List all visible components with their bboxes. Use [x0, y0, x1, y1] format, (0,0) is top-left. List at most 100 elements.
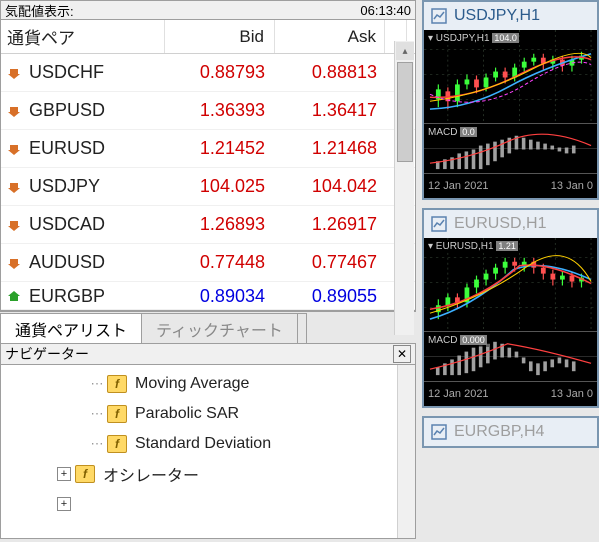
market-watch-row[interactable]: EURUSD1.214521.21468	[1, 130, 415, 168]
expand-icon[interactable]: +	[57, 497, 71, 511]
market-watch-row[interactable]: USDCHF0.887930.88813	[1, 54, 415, 92]
tab-divider	[297, 313, 307, 343]
header-bid[interactable]: Bid	[165, 20, 275, 53]
tree-item[interactable]: ⋯f Moving Average	[1, 369, 415, 399]
chart-indicator-pane[interactable]: MACD 0.0	[424, 124, 597, 174]
navigator-titlebar: ナビゲーター ✕	[0, 343, 416, 365]
pair-symbol: AUDUSD	[29, 252, 165, 273]
tab-tick-chart[interactable]: ティックチャート	[141, 313, 298, 343]
chart-titlebar[interactable]: USDJPY,H1	[424, 2, 597, 30]
pair-symbol: EURGBP	[29, 286, 165, 307]
arrow-up-icon	[5, 286, 23, 304]
time-left: 12 Jan 2021	[428, 388, 489, 400]
tree-line-icon: ⋯	[87, 406, 107, 422]
tree-line-icon: ⋯	[87, 436, 107, 452]
scroll-thumb[interactable]	[397, 62, 413, 162]
chart-main-pane[interactable]: ▾ EURUSD,H1 1.21	[424, 238, 597, 332]
tree-item[interactable]: ⋯f Standard Deviation	[1, 429, 415, 459]
ask-price: 0.88813	[275, 62, 385, 83]
market-watch-tabs: 通貨ペアリスト ティックチャート	[0, 311, 416, 343]
arrow-down-icon	[5, 178, 23, 196]
arrow-down-icon	[5, 254, 23, 272]
arrow-down-icon	[5, 216, 23, 234]
navigator-title: ナビゲーター	[5, 344, 393, 364]
ask-price: 0.77467	[275, 252, 385, 273]
market-watch-scrollbar[interactable]: ▴	[394, 41, 414, 335]
chart-main-pane[interactable]: ▾ USDJPY,H1 104.0	[424, 30, 597, 124]
tree-item-label: Moving Average	[135, 375, 249, 393]
time-right: 13 Jan 0	[551, 388, 593, 400]
arrow-down-icon	[5, 140, 23, 158]
header-ask[interactable]: Ask	[275, 20, 385, 53]
chart-indicator-pane[interactable]: MACD 0.000	[424, 332, 597, 382]
expand-icon[interactable]: +	[57, 467, 71, 481]
indicator-icon: f	[107, 435, 127, 453]
ask-price: 1.21468	[275, 138, 385, 159]
chart-window[interactable]: EURGBP,H4	[422, 416, 599, 448]
chart-title: EURGBP,H4	[454, 423, 544, 441]
ask-price: 0.89055	[275, 286, 385, 307]
chart-pair-label: ▾ EURUSD,H1 1.21	[426, 240, 520, 253]
chart-timeline: 12 Jan 2021 13 Jan 0	[424, 382, 597, 406]
chart-macd-label: MACD 0.000	[426, 334, 489, 347]
tree-item[interactable]: +	[1, 489, 415, 519]
pair-symbol: GBPUSD	[29, 100, 165, 121]
market-watch-time: 06:13:40	[360, 3, 411, 18]
close-icon[interactable]: ✕	[393, 345, 411, 363]
bid-price: 1.36393	[165, 100, 275, 121]
chart-body[interactable]: ▾ EURUSD,H1 1.21 MACD 0.000 12 Jan 2021 …	[424, 238, 597, 406]
market-watch-row[interactable]: GBPUSD1.363931.36417	[1, 92, 415, 130]
tree-item[interactable]: ⋯f Parabolic SAR	[1, 399, 415, 429]
chart-macd-label: MACD 0.0	[426, 126, 479, 139]
chart-icon	[430, 7, 448, 25]
chart-title: USDJPY,H1	[454, 7, 540, 25]
indicator-icon: f	[107, 375, 127, 393]
tab-pair-list[interactable]: 通貨ペアリスト	[0, 313, 142, 343]
time-right: 13 Jan 0	[551, 180, 593, 192]
tree-item-label: Parabolic SAR	[135, 405, 239, 423]
market-watch-titlebar: 気配値表示: 06:13:40	[0, 0, 416, 20]
market-watch-title: 気配値表示:	[5, 1, 356, 20]
header-pair[interactable]: 通貨ペア	[1, 20, 165, 53]
market-watch-row[interactable]: EURGBP0.890340.89055	[1, 282, 415, 310]
chart-window[interactable]: EURUSD,H1 ▾ EURUSD,H1 1.21 MACD 0.000 12…	[422, 208, 599, 408]
navigator-scrollbar[interactable]	[397, 365, 415, 538]
chart-title: EURUSD,H1	[454, 215, 546, 233]
chart-titlebar[interactable]: EURGBP,H4	[424, 418, 597, 446]
bid-price: 1.21452	[165, 138, 275, 159]
chart-titlebar[interactable]: EURUSD,H1	[424, 210, 597, 238]
scroll-up-icon[interactable]: ▴	[396, 42, 414, 60]
tree-item-label: Standard Deviation	[135, 435, 271, 453]
bid-price: 0.77448	[165, 252, 275, 273]
tree-line-icon: ⋯	[87, 376, 107, 392]
pair-symbol: USDJPY	[29, 176, 165, 197]
bid-price: 1.26893	[165, 214, 275, 235]
time-left: 12 Jan 2021	[428, 180, 489, 192]
indicator-icon: f	[75, 465, 95, 483]
ask-price: 1.36417	[275, 100, 385, 121]
ask-price: 1.26917	[275, 214, 385, 235]
chart-body[interactable]: ▾ USDJPY,H1 104.0 MACD 0.0 12 Jan 2021 1…	[424, 30, 597, 198]
indicator-icon: f	[107, 405, 127, 423]
bid-price: 0.88793	[165, 62, 275, 83]
chart-pair-label: ▾ USDJPY,H1 104.0	[426, 32, 521, 45]
market-watch-row[interactable]: USDJPY104.025104.042	[1, 168, 415, 206]
chart-timeline: 12 Jan 2021 13 Jan 0	[424, 174, 597, 198]
market-watch-header: 通貨ペア Bid Ask	[1, 20, 415, 54]
market-watch-row[interactable]: USDCAD1.268931.26917	[1, 206, 415, 244]
pair-symbol: USDCAD	[29, 214, 165, 235]
pair-symbol: USDCHF	[29, 62, 165, 83]
chart-window[interactable]: USDJPY,H1 ▾ USDJPY,H1 104.0 MACD 0.0 12 …	[422, 0, 599, 200]
tree-item[interactable]: + f オシレーター	[1, 459, 415, 489]
arrow-down-icon	[5, 102, 23, 120]
bid-price: 104.025	[165, 176, 275, 197]
bid-price: 0.89034	[165, 286, 275, 307]
market-watch-table: 通貨ペア Bid Ask USDCHF0.887930.88813GBPUSD1…	[0, 20, 416, 311]
tree-item-label: オシレーター	[103, 462, 199, 486]
pair-symbol: EURUSD	[29, 138, 165, 159]
navigator-tree: ⋯fMoving Average⋯fParabolic SAR⋯fStandar…	[0, 365, 416, 539]
arrow-down-icon	[5, 64, 23, 82]
ask-price: 104.042	[275, 176, 385, 197]
chart-icon	[430, 215, 448, 233]
market-watch-row[interactable]: AUDUSD0.774480.77467	[1, 244, 415, 282]
